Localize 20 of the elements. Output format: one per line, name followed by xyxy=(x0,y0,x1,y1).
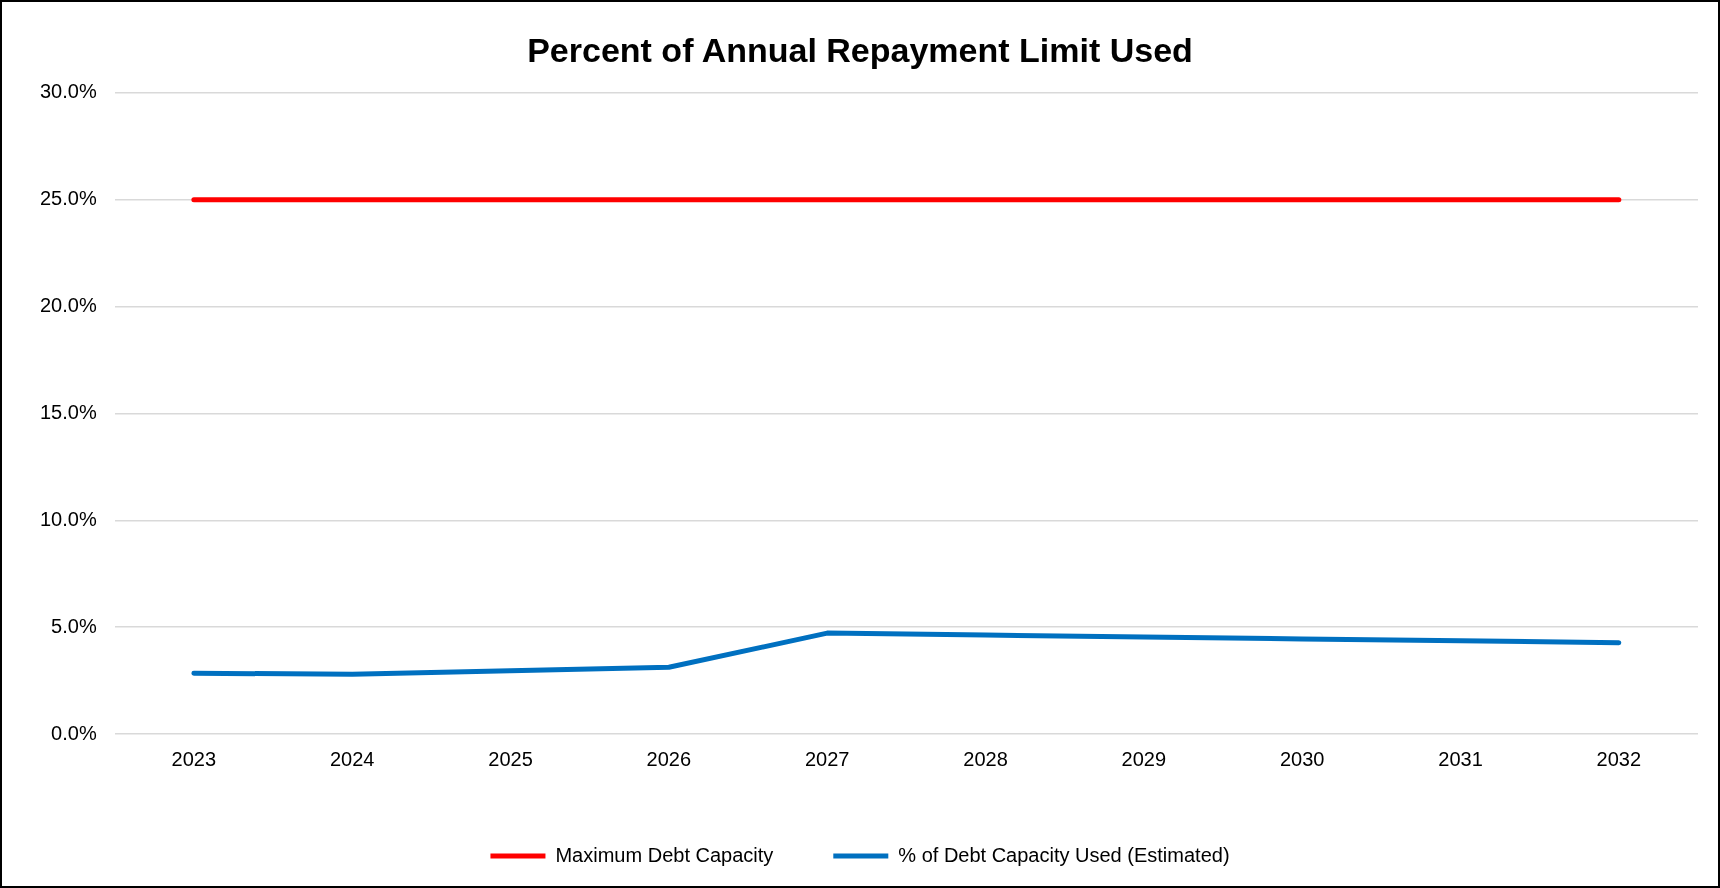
y-tick-label: 5.0% xyxy=(51,614,97,637)
y-tick-label: 10.0% xyxy=(39,507,97,530)
x-tick-label: 2023 xyxy=(171,747,217,770)
legend-label: Maximum Debt Capacity xyxy=(555,843,774,866)
y-tick-label: 25.0% xyxy=(39,187,97,210)
x-tick-label: 2031 xyxy=(1438,747,1483,770)
x-tick-label: 2027 xyxy=(804,747,850,770)
x-tick-label: 2030 xyxy=(1279,747,1325,770)
x-tick-label: 2025 xyxy=(488,747,533,770)
legend-label: % of Debt Capacity Used (Estimated) xyxy=(898,843,1230,866)
y-tick-label: 20.0% xyxy=(39,294,97,317)
x-tick-label: 2024 xyxy=(329,747,375,770)
chart-title: Percent of Annual Repayment Limit Used xyxy=(527,30,1193,69)
x-tick-label: 2028 xyxy=(963,747,1008,770)
x-tick-label: 2029 xyxy=(1121,747,1167,770)
x-tick-label: 2026 xyxy=(646,747,692,770)
x-tick-label: 2032 xyxy=(1596,747,1642,770)
y-tick-label: 15.0% xyxy=(39,400,97,423)
y-tick-label: 0.0% xyxy=(51,721,97,744)
y-tick-label: 30.0% xyxy=(39,80,97,103)
